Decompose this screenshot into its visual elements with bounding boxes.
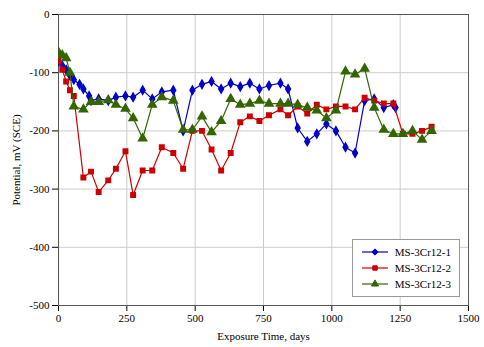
svg-text:Potential, mV (SCE): Potential, mV (SCE) bbox=[10, 114, 23, 205]
svg-text:-300: -300 bbox=[29, 183, 50, 195]
svg-text:-200: -200 bbox=[29, 124, 50, 136]
html-text:MS-3Cr12-1: MS-3Cr12-1 bbox=[394, 246, 451, 258]
svg-text:0: 0 bbox=[44, 8, 50, 20]
svg-text:250: 250 bbox=[119, 312, 136, 324]
svg-text:500: 500 bbox=[187, 312, 204, 324]
html-text:MS-3Cr12-3: MS-3Cr12-3 bbox=[394, 278, 451, 290]
svg-text:-500: -500 bbox=[29, 299, 50, 311]
svg-text:1250: 1250 bbox=[389, 312, 412, 324]
svg-text:1000: 1000 bbox=[321, 312, 344, 324]
svg-text:1500: 1500 bbox=[458, 312, 481, 324]
svg-text:-100: -100 bbox=[29, 66, 50, 78]
svg-text:0: 0 bbox=[56, 312, 62, 324]
svg-text:Exposure Time, days: Exposure Time, days bbox=[217, 330, 310, 342]
svg-text:-400: -400 bbox=[29, 241, 50, 253]
html-text:MS-3Cr12-2: MS-3Cr12-2 bbox=[394, 262, 451, 274]
svg-text:750: 750 bbox=[255, 312, 272, 324]
